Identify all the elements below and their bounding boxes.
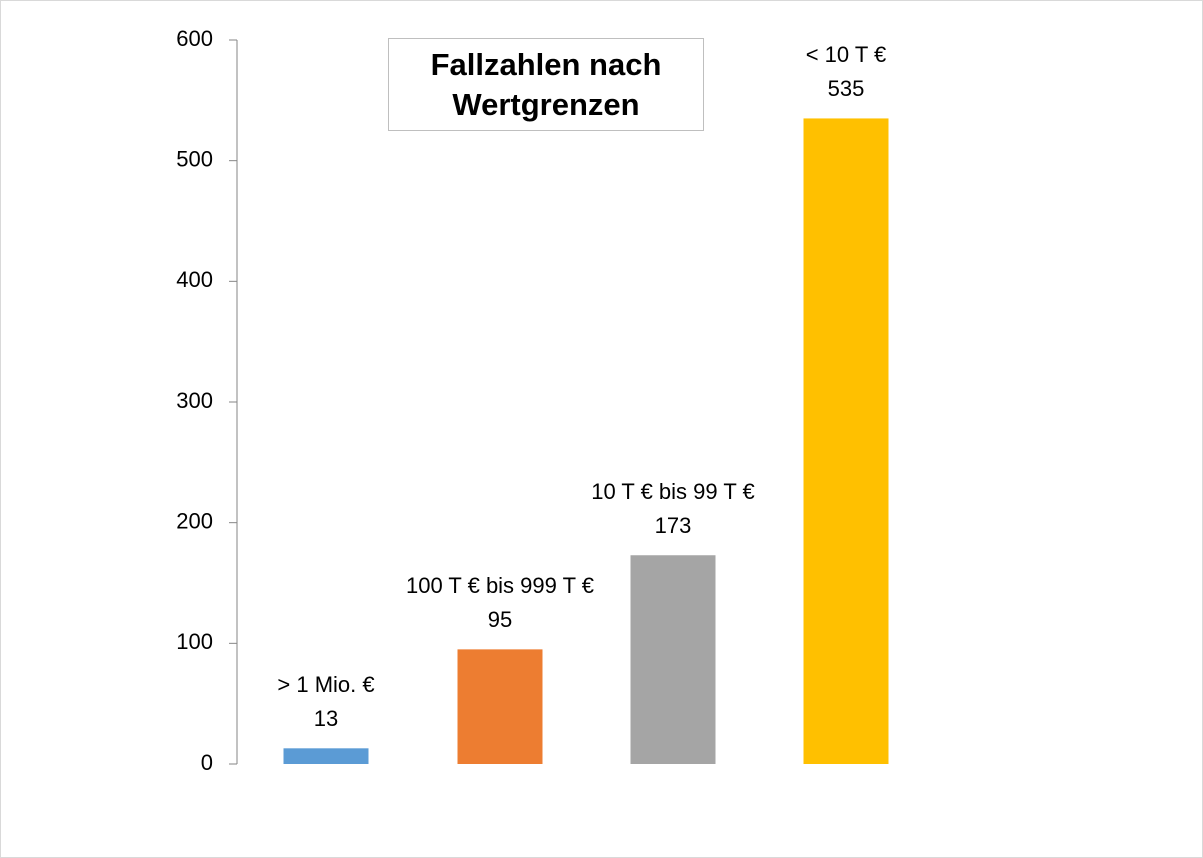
chart-title: Fallzahlen nach Wertgrenzen [388,38,704,131]
data-label: 95 [488,607,512,632]
category-label: < 10 T € [806,42,887,67]
bar [283,748,369,764]
data-label: 535 [828,76,865,101]
y-tick-label: 0 [201,750,213,775]
category-label: 10 T € bis 99 T € [591,479,755,504]
category-label: 100 T € bis 999 T € [406,573,594,598]
y-tick-label: 500 [176,146,213,171]
y-tick-label: 200 [176,508,213,533]
y-tick-label: 100 [176,629,213,654]
y-tick-label: 300 [176,388,213,413]
data-label: 173 [655,513,692,538]
bar [630,555,716,764]
data-label: 13 [314,706,338,731]
bar [803,118,889,764]
bar [457,649,543,764]
category-label: > 1 Mio. € [277,672,374,697]
y-tick-label: 400 [176,267,213,292]
y-tick-label: 600 [176,26,213,51]
